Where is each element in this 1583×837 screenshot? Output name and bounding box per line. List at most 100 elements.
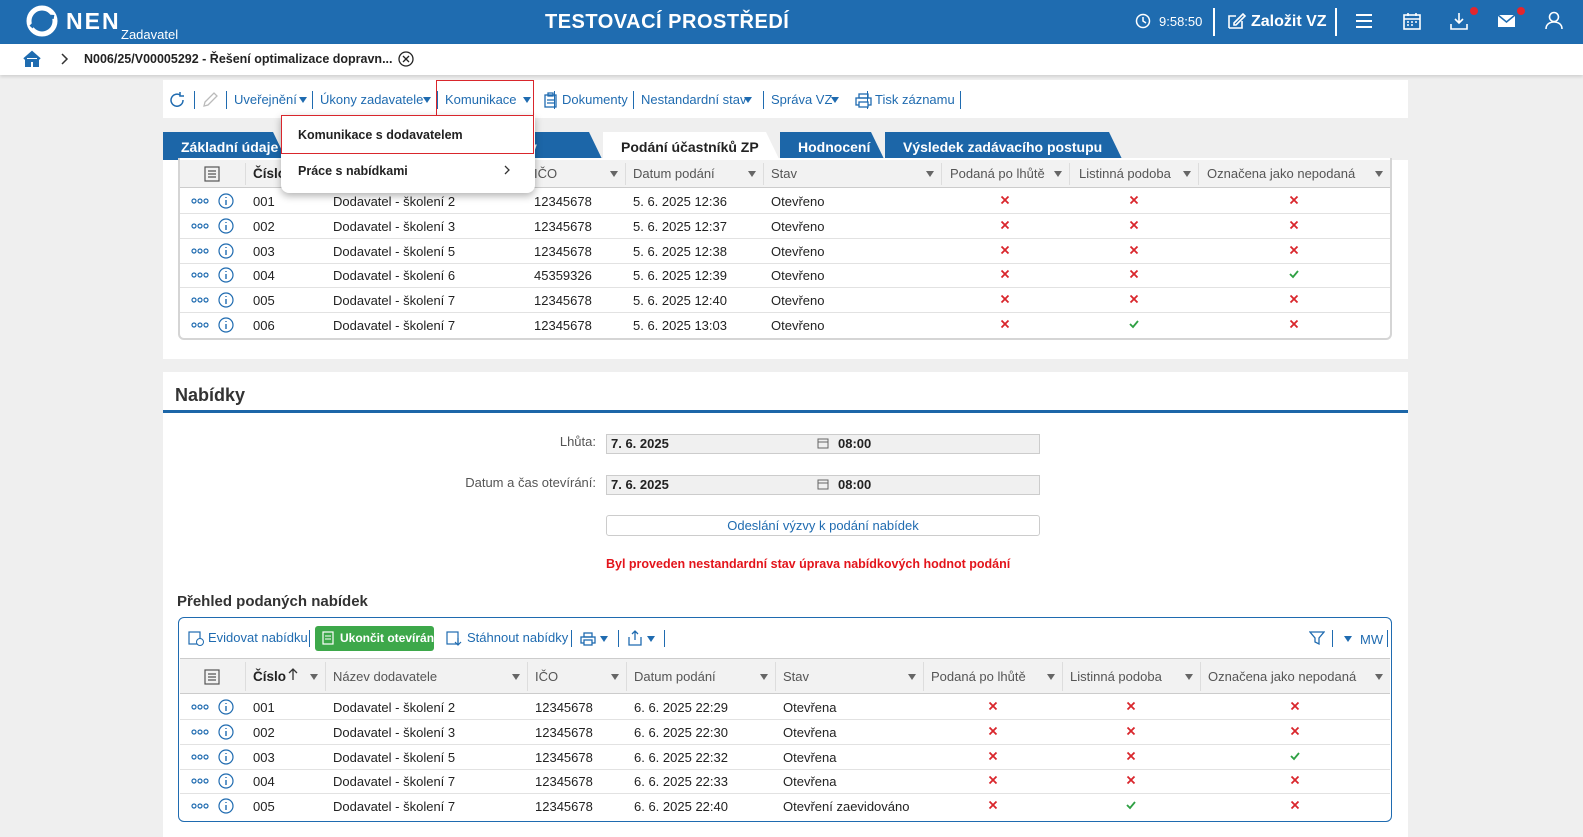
more-icon[interactable] bbox=[191, 778, 209, 784]
cross-icon bbox=[1289, 245, 1299, 254]
mail-icon[interactable] bbox=[1497, 12, 1516, 30]
divider bbox=[1213, 8, 1215, 36]
time-value: 08:00 bbox=[838, 436, 872, 451]
info-icon[interactable] bbox=[218, 193, 234, 209]
more-icon[interactable] bbox=[191, 223, 209, 229]
print-icon[interactable] bbox=[580, 631, 596, 647]
column-header[interactable]: Číslo bbox=[253, 668, 287, 684]
settings-icon[interactable] bbox=[204, 166, 220, 182]
action[interactable]: Evidovat nabídku bbox=[208, 630, 308, 645]
tab-label[interactable]: Základní údaje bbox=[181, 139, 279, 155]
dropdown-label[interactable]: Komunikace s dodavatelem bbox=[298, 128, 463, 142]
more-icon[interactable] bbox=[191, 297, 209, 303]
table-cell: Dodavatel - školení 5 bbox=[333, 749, 456, 765]
separator bbox=[867, 91, 868, 109]
toolbar-item[interactable]: Uveřejnění bbox=[234, 92, 297, 107]
user-icon[interactable] bbox=[1545, 11, 1563, 30]
settings-icon[interactable] bbox=[204, 668, 220, 685]
toolbar-item[interactable]: Správa VZ bbox=[771, 92, 833, 107]
tab[interactable]: Podání účastníků ZP bbox=[603, 132, 780, 161]
env-title: TESTOVACÍ PROSTŘEDÍ bbox=[545, 11, 790, 33]
toolbar-item[interactable]: Nestandardní stav bbox=[641, 92, 747, 107]
button-label[interactable]: Odeslání výzvy k podání nabídek bbox=[727, 518, 919, 533]
info-icon[interactable] bbox=[218, 798, 234, 814]
info-icon[interactable] bbox=[218, 773, 234, 789]
column-header[interactable]: Stav bbox=[771, 166, 798, 181]
menu-icon[interactable] bbox=[1355, 12, 1373, 30]
create-button[interactable]: Založit VZ bbox=[1251, 13, 1327, 30]
info-icon[interactable] bbox=[218, 724, 234, 740]
refresh-icon[interactable] bbox=[170, 92, 186, 108]
action-button[interactable]: Ukončit otevírání bbox=[315, 626, 438, 651]
more-icon[interactable] bbox=[191, 198, 209, 204]
column-header[interactable]: Označena jako nepodaná bbox=[1208, 668, 1357, 684]
column-header[interactable]: Listinná podoba bbox=[1070, 668, 1162, 684]
download-icon[interactable] bbox=[446, 630, 463, 647]
export-icon[interactable] bbox=[627, 630, 643, 646]
column-header[interactable]: Podaná po lhůtě bbox=[931, 668, 1026, 684]
more-icon[interactable] bbox=[191, 753, 209, 760]
toolbar-item[interactable]: Tisk záznamu bbox=[875, 92, 955, 107]
home-icon[interactable] bbox=[23, 50, 41, 68]
toolbar-item[interactable]: Komunikace bbox=[445, 92, 517, 107]
tab[interactable]: Výsledek zadávacího postupu bbox=[885, 132, 1123, 161]
info-icon[interactable] bbox=[218, 699, 234, 715]
table-cell: Dodavatel - školení 2 bbox=[333, 700, 456, 715]
dropdown-item[interactable]: Komunikace s dodavatelem bbox=[281, 115, 534, 154]
info-icon[interactable] bbox=[218, 748, 234, 765]
column-header[interactable]: IČO bbox=[535, 668, 559, 684]
more-icon[interactable] bbox=[191, 803, 209, 809]
tab-label[interactable]: Výsledek zadávacího postupu bbox=[903, 139, 1103, 155]
row-divider bbox=[180, 768, 1390, 770]
more-icon[interactable] bbox=[191, 704, 209, 710]
action-label[interactable]: Ukončit otevírání bbox=[340, 631, 438, 645]
more-icon[interactable] bbox=[191, 272, 209, 278]
view-label[interactable]: MW bbox=[1360, 632, 1384, 647]
tab[interactable]: Hodnocení bbox=[780, 132, 885, 161]
add-icon[interactable] bbox=[188, 630, 205, 647]
document-icon bbox=[544, 92, 557, 108]
cross-icon bbox=[1289, 319, 1299, 329]
more-icon[interactable] bbox=[191, 322, 209, 328]
close-icon[interactable] bbox=[398, 51, 414, 67]
column-header[interactable]: Datum podání bbox=[633, 166, 715, 181]
tab-label[interactable]: Podání účastníků ZP bbox=[621, 139, 759, 155]
cross-icon bbox=[1290, 701, 1300, 711]
column-header[interactable]: Stav bbox=[783, 668, 810, 684]
dropdown-label[interactable]: Práce s nabídkami bbox=[298, 164, 408, 178]
table-cell: 12345678 bbox=[535, 774, 593, 790]
column-header[interactable]: Označena jako nepodaná bbox=[1207, 166, 1356, 181]
separator bbox=[554, 91, 555, 109]
print-icon bbox=[855, 93, 872, 108]
calendar-icon[interactable] bbox=[1403, 12, 1421, 30]
tab[interactable]: Základní údaje bbox=[163, 132, 287, 161]
table-cell: 5. 6. 2025 12:38 bbox=[633, 243, 727, 259]
filter-icon[interactable] bbox=[1309, 630, 1325, 646]
dropdown-arrow bbox=[926, 171, 934, 177]
column-header[interactable]: IČO bbox=[534, 166, 558, 181]
table-cell: Otevřena bbox=[783, 724, 837, 740]
column-header[interactable]: Název dodavatele bbox=[333, 668, 438, 684]
more-icon[interactable] bbox=[191, 247, 209, 254]
column-header[interactable]: Listinná podoba bbox=[1079, 166, 1171, 181]
button[interactable]: Odeslání výzvy k podání nabídek bbox=[606, 515, 1040, 536]
time: 9:58:50 bbox=[1159, 14, 1203, 29]
toolbar-item[interactable]: Dokumenty bbox=[562, 92, 628, 107]
info-icon[interactable] bbox=[218, 242, 234, 259]
column-header[interactable]: Číslo bbox=[253, 166, 287, 181]
dropdown-arrow bbox=[1375, 171, 1383, 177]
action[interactable]: Stáhnout nabídky bbox=[467, 630, 569, 645]
download-icon[interactable] bbox=[1450, 12, 1468, 30]
table-cell: 001 bbox=[253, 700, 275, 715]
breadcrumb-item[interactable]: N006/25/V00005292 - Řešení optimalizace … bbox=[84, 52, 393, 66]
info-icon[interactable] bbox=[218, 292, 234, 308]
toolbar-item[interactable]: Úkony zadavatele bbox=[320, 92, 424, 107]
info-icon[interactable] bbox=[218, 218, 234, 234]
more-icon[interactable] bbox=[191, 729, 209, 735]
tab-label[interactable]: Hodnocení bbox=[798, 139, 871, 155]
edit-icon[interactable] bbox=[1227, 12, 1247, 32]
column-header[interactable]: Podaná po lhůtě bbox=[950, 166, 1045, 181]
column-header[interactable]: Datum podání bbox=[634, 668, 716, 684]
info-icon[interactable] bbox=[218, 267, 234, 283]
info-icon[interactable] bbox=[218, 317, 234, 333]
